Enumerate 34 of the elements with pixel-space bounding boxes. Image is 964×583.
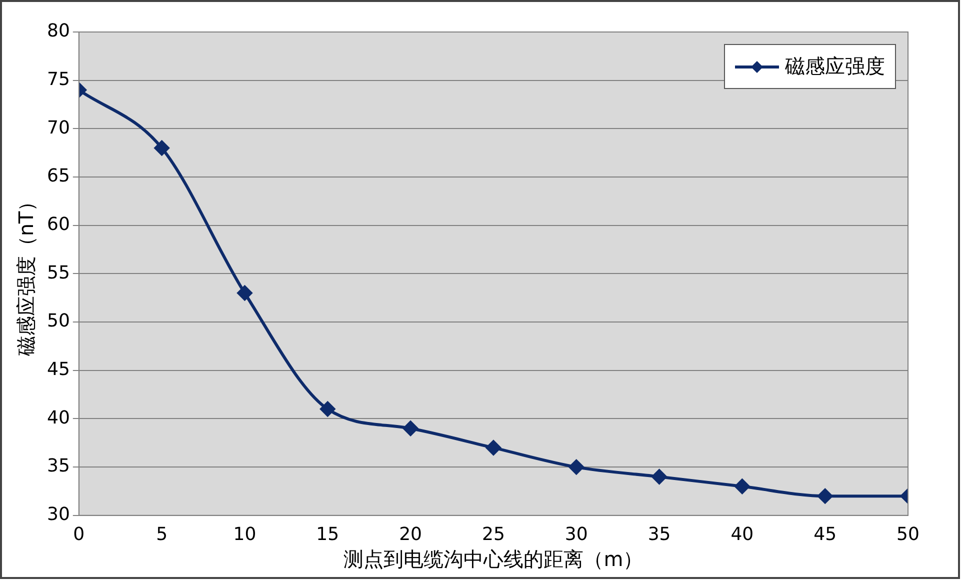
x-tick-label: 0 <box>73 524 85 545</box>
x-tick-label: 20 <box>399 524 422 545</box>
y-tick-label: 80 <box>47 20 70 42</box>
y-tick-label: 70 <box>47 117 70 138</box>
x-axis-title: 测点到电缆沟中心线的距离（m） <box>344 547 644 572</box>
x-tick-label: 10 <box>233 524 256 545</box>
point <box>320 402 336 417</box>
y-tick-label: 50 <box>47 310 70 332</box>
x-tick-label: 15 <box>316 524 340 545</box>
x-tick-label: 35 <box>648 524 671 545</box>
x-tick-label: 50 <box>896 524 920 545</box>
point <box>818 488 833 504</box>
x-tick-label: 25 <box>482 524 505 545</box>
point <box>486 440 501 456</box>
point <box>734 478 750 494</box>
y-tick-label: 75 <box>47 69 70 90</box>
point <box>154 140 170 156</box>
point <box>568 460 584 475</box>
x-tick-label: 45 <box>814 524 837 545</box>
point <box>652 469 667 484</box>
y-tick-label: 65 <box>47 166 70 187</box>
y-tick-label: 35 <box>47 456 70 477</box>
point <box>403 420 418 436</box>
x-tick-label: 40 <box>730 524 754 545</box>
legend-label: 磁感应强度 <box>785 53 885 80</box>
y-axis-title: 磁感应强度（nT） <box>14 191 38 358</box>
y-tick-label: 30 <box>47 504 70 526</box>
y-tick-label: 60 <box>47 214 70 236</box>
point <box>237 286 252 301</box>
y-tick-label: 55 <box>47 262 70 284</box>
y-tick-label: 45 <box>47 359 70 380</box>
x-tick-label: 5 <box>156 524 168 545</box>
y-tick-label: 40 <box>47 407 70 428</box>
x-tick-label: 30 <box>564 524 588 545</box>
